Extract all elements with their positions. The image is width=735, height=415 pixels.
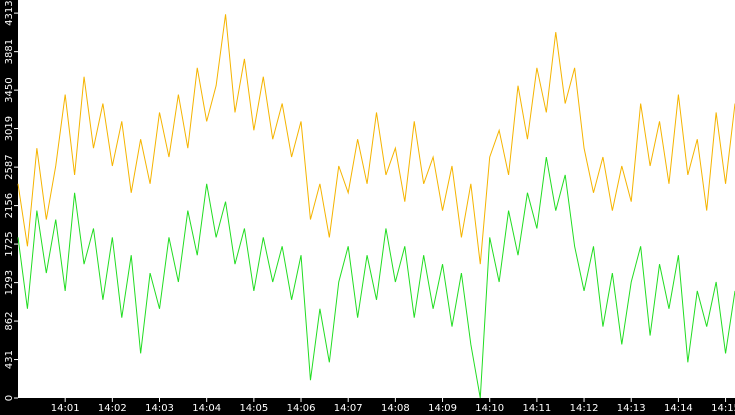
x-tick-label: 14:01 [51,403,80,414]
x-tick-label: 14:13 [617,403,646,414]
x-tick-label: 14:15 [711,403,735,414]
x-tick-label: 14:05 [239,403,268,414]
series-line [17,156,735,399]
x-tick-label: 14:07 [334,403,363,414]
x-tick-label: 14:09 [428,403,457,414]
y-tick-label: 431 [4,350,15,369]
x-tick-label: 14:10 [475,403,504,414]
y-tick-label: 3450 [4,77,15,102]
series-line [17,14,735,265]
x-tick-label: 14:03 [145,403,174,414]
y-tick-label: 0 [4,395,15,401]
x-tick-label: 14:08 [381,403,410,414]
y-tick-label: 3881 [4,39,15,64]
x-tick-label: 14:04 [192,403,221,414]
y-tick-label: 1293 [4,270,15,295]
x-tick-label: 14:14 [664,403,693,414]
x-tick-label: 14:02 [98,403,127,414]
y-tick-label: 3019 [4,116,15,141]
y-tick-label: 862 [4,312,15,331]
x-tick-label: 14:12 [570,403,599,414]
y-tick-label: 2156 [4,193,15,218]
y-tick-label: 2587 [4,154,15,179]
y-tick-label: 1725 [4,231,15,256]
y-tick-label: 4313 [4,0,15,25]
x-tick-label: 14:11 [522,403,551,414]
x-tick-label: 14:06 [287,403,316,414]
plot-area [18,0,735,398]
